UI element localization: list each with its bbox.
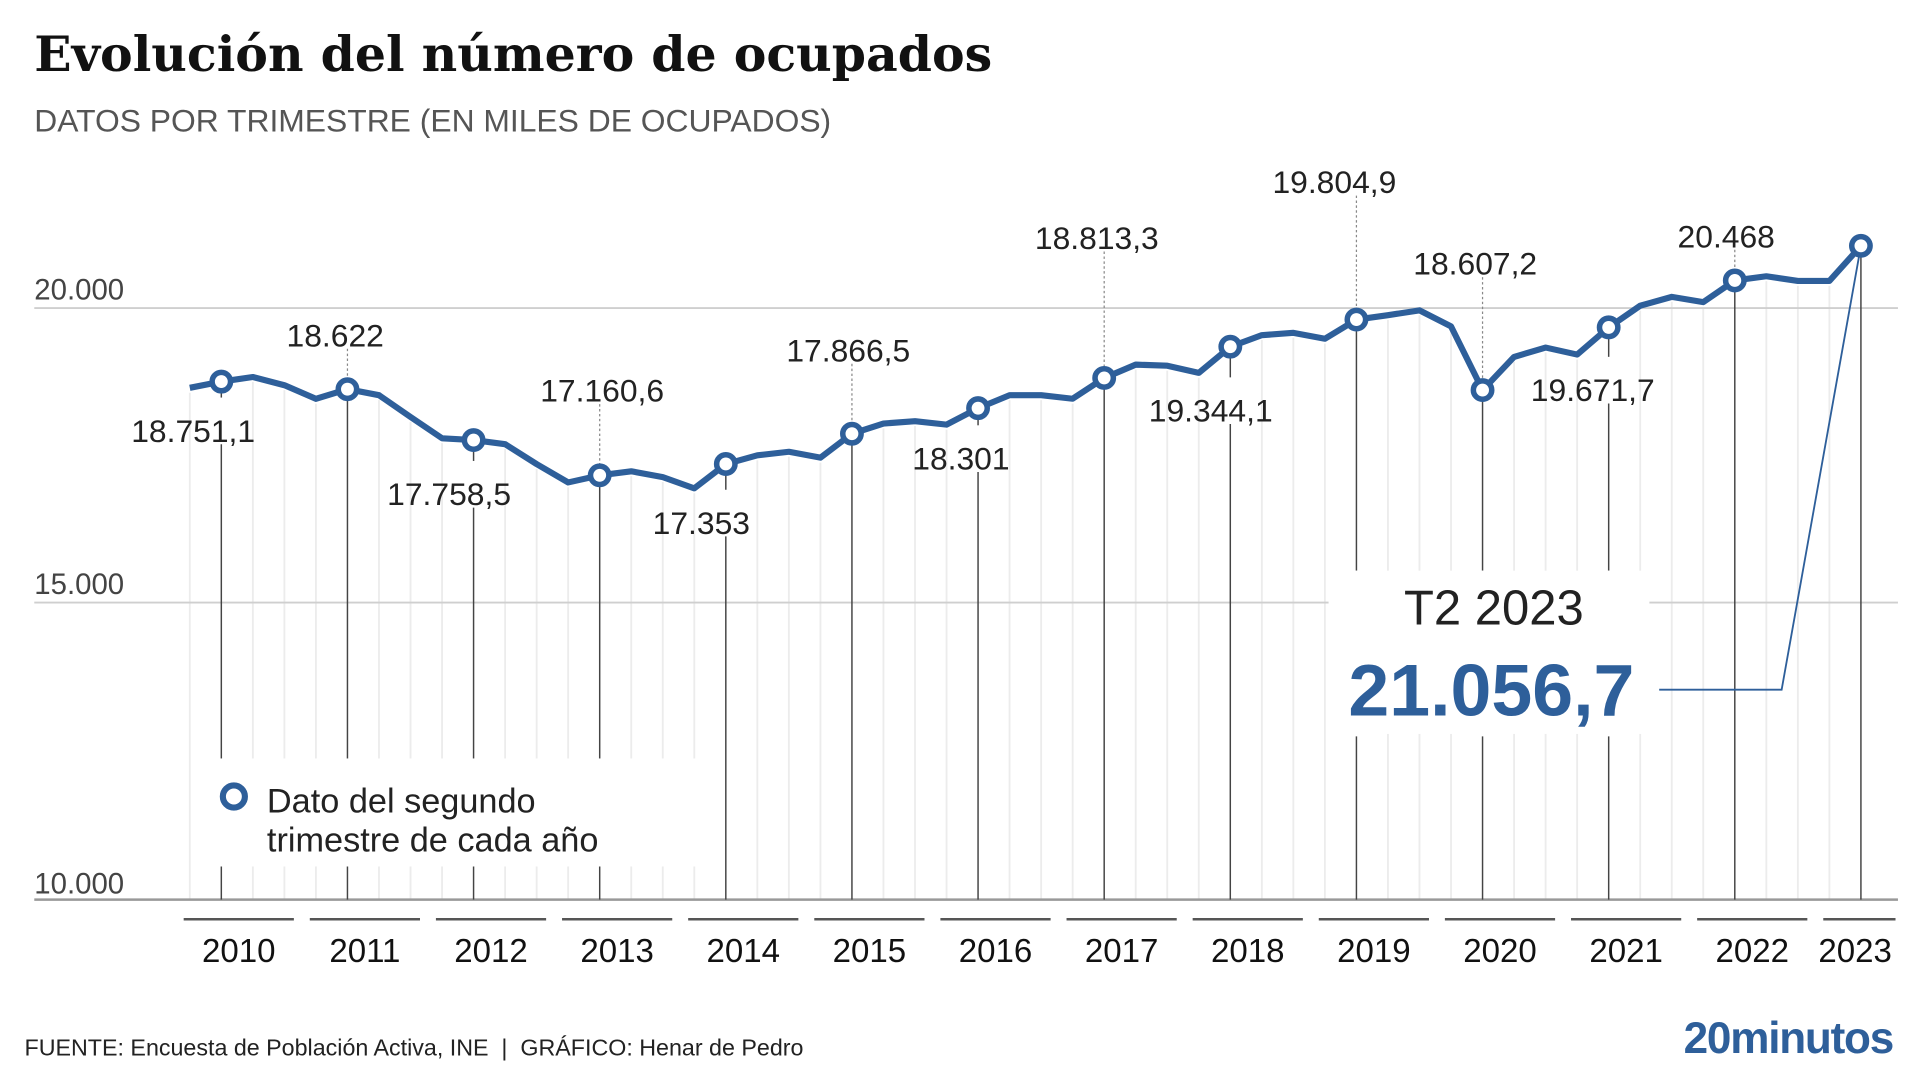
- x-tick-label: 2018: [1211, 933, 1285, 970]
- q2-marker: [1848, 233, 1873, 258]
- y-tick-label: 10.000: [34, 867, 124, 900]
- series-line: [189, 243, 1864, 492]
- q2-marker: [1470, 378, 1495, 403]
- x-tick-label: 2014: [707, 933, 781, 970]
- q2-marker: [335, 377, 360, 402]
- legend-line-2: trimestre de cada año: [267, 822, 598, 860]
- q2-marker: [461, 428, 486, 453]
- year-droplines: [220, 195, 1862, 900]
- data-label: 19.671,7: [1531, 372, 1655, 408]
- y-tick-labels: 10.000 15.000 20.000: [34, 273, 124, 900]
- x-tick-label: 2020: [1463, 933, 1537, 970]
- q2-marker: [966, 396, 990, 421]
- data-label: 17.866,5: [786, 332, 910, 368]
- data-label: 18.301: [912, 440, 1009, 476]
- y-tick-label: 20.000: [34, 273, 124, 306]
- q2-marker: [587, 463, 612, 488]
- logo-20minutos: 20minutos: [1684, 1014, 1893, 1063]
- y-tick-label: 15.000: [34, 568, 124, 601]
- x-tick-label: 2012: [454, 933, 528, 970]
- x-tick-label: 2015: [833, 933, 907, 970]
- data-label: 17.758,5: [387, 476, 511, 512]
- x-tick-label: 2016: [959, 933, 1033, 970]
- annotation-value: 21.056,7: [1348, 648, 1634, 731]
- data-label: 17.160,6: [540, 373, 664, 409]
- legend-marker-icon: [219, 782, 248, 811]
- annotation-connector: [1659, 245, 1862, 691]
- legend: Dato del segundo trimestre de cada año: [195, 758, 698, 867]
- data-label: 18.622: [287, 317, 384, 353]
- q2-marker: [1218, 334, 1243, 359]
- x-tick-label: 2013: [580, 933, 654, 970]
- data-label: 18.751,1: [131, 413, 255, 449]
- q2-marker: [1722, 268, 1747, 293]
- x-axis: 2010 2011 2012 2013 2014 2015 2016 2017 2018 2019…: [183, 918, 1896, 970]
- data-labels: 18.751,1 18.622 17.758,5 17.160,6 17.353 17.8…: [131, 164, 1775, 541]
- quarter-gridlines: [188, 281, 1831, 900]
- latest-annotation: T2 2023 21.056,7: [1328, 245, 1862, 734]
- legend-line-1: Dato del segundo: [267, 782, 536, 820]
- footer-source: FUENTE: Encuesta de Población Activa, IN…: [24, 1034, 803, 1060]
- chart-title: Evolución del número de ocupados: [34, 25, 992, 83]
- data-label: 17.353: [653, 505, 750, 541]
- data-label: 18.607,2: [1413, 246, 1537, 282]
- q2-markers: [209, 233, 1873, 488]
- annotation-period: T2 2023: [1404, 582, 1584, 636]
- x-tick-label: 2011: [329, 933, 400, 970]
- x-tick-label: 2017: [1085, 933, 1159, 970]
- chart-subtitle: DATOS POR TRIMESTRE (EN MILES DE OCUPADO…: [34, 102, 831, 138]
- data-label: 19.804,9: [1272, 164, 1396, 200]
- x-tick-label: 2022: [1715, 933, 1789, 970]
- x-tick-label: 2019: [1337, 933, 1411, 970]
- q2-marker: [1344, 307, 1369, 332]
- x-tick-label: 2023: [1818, 933, 1892, 970]
- q2-marker: [840, 421, 864, 446]
- data-label: 20.468: [1678, 218, 1775, 254]
- data-label: 18.813,3: [1035, 220, 1159, 256]
- data-label: 19.344,1: [1149, 393, 1273, 429]
- x-tick-label: 2010: [202, 933, 276, 970]
- q2-marker: [1092, 365, 1117, 390]
- q2-marker: [209, 369, 234, 394]
- q2-marker: [1596, 315, 1621, 340]
- x-tick-label: 2021: [1589, 933, 1663, 970]
- q2-marker: [713, 452, 738, 476]
